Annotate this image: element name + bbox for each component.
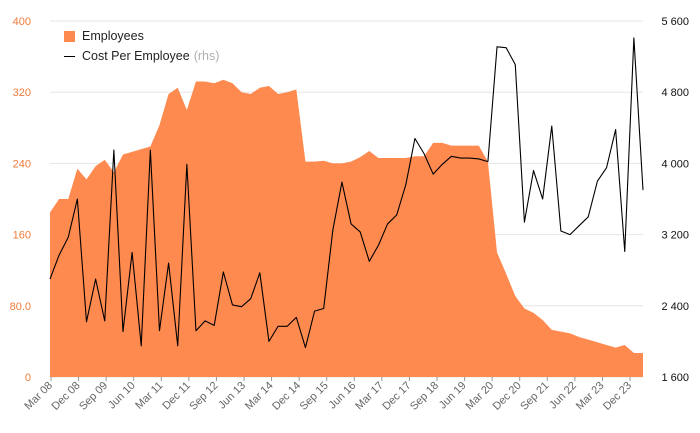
x-tick-label: Dec 14 (270, 380, 303, 413)
legend-rhs-note: (rhs) (193, 49, 220, 63)
x-tick-label: Jun 16 (327, 380, 359, 412)
employees-area-layer (50, 79, 643, 378)
right-tick-label: 4 800 (661, 87, 689, 99)
x-tick-label: Dec 17 (380, 380, 413, 413)
x-tick-label: Mar 08 (22, 380, 55, 413)
employees-area (50, 79, 643, 378)
x-tick-label: Sep 18 (408, 380, 441, 413)
right-axis-ticks: 1 600 2 400 3 200 4 000 4 800 5 600 (661, 16, 689, 384)
x-tick-label: Mar 17 (353, 380, 386, 413)
left-axis-ticks: 0 80.0 160 240 320 400 (10, 16, 31, 384)
legend-cost-label: Cost Per Employee (82, 49, 190, 63)
x-tick-label: Dec 20 (491, 380, 524, 413)
left-tick-label: 160 (13, 230, 31, 242)
x-tick-label: Mar 23 (574, 380, 607, 413)
right-tick-label: 2 400 (661, 301, 689, 313)
left-tick-label: 240 (13, 158, 31, 170)
legend-item-employees: Employees (64, 26, 219, 46)
x-tick-label: Sep 15 (298, 380, 331, 413)
x-tick-label: Jun 19 (437, 380, 469, 412)
x-tick-label: Jun 10 (106, 380, 138, 412)
right-tick-label: 1 600 (661, 372, 689, 384)
x-tick-label: Mar 14 (243, 380, 276, 413)
x-tick-label: Jun 22 (547, 380, 579, 412)
legend-item-cost: Cost Per Employee (rhs) (64, 46, 219, 66)
left-tick-label: 320 (13, 87, 31, 99)
x-tick-label: Sep 12 (187, 380, 220, 413)
right-tick-label: 5 600 (661, 16, 689, 28)
x-tick-label: Mar 11 (133, 380, 165, 412)
legend: Employees Cost Per Employee (rhs) (64, 26, 219, 66)
x-tick-label: Dec 23 (601, 380, 634, 413)
x-tick-label: Mar 20 (464, 380, 497, 413)
x-tick-label: Jun 13 (216, 380, 248, 412)
left-tick-label: 400 (13, 16, 31, 28)
left-tick-label: 80.0 (10, 301, 31, 313)
right-tick-label: 3 200 (661, 230, 689, 242)
x-tick-label: Sep 09 (77, 380, 110, 413)
cost-swatch (64, 55, 75, 57)
cost-per-employee-line (49, 37, 644, 349)
employees-swatch (64, 30, 75, 42)
cost-line-layer (49, 37, 644, 349)
left-tick-label: 0 (25, 372, 31, 384)
legend-employees-label: Employees (82, 29, 144, 43)
x-tick-label: Dec 11 (160, 380, 193, 413)
x-tick-label: Dec 08 (50, 380, 83, 413)
x-tick-label: Sep 21 (518, 380, 551, 413)
right-tick-label: 4 000 (661, 158, 689, 170)
